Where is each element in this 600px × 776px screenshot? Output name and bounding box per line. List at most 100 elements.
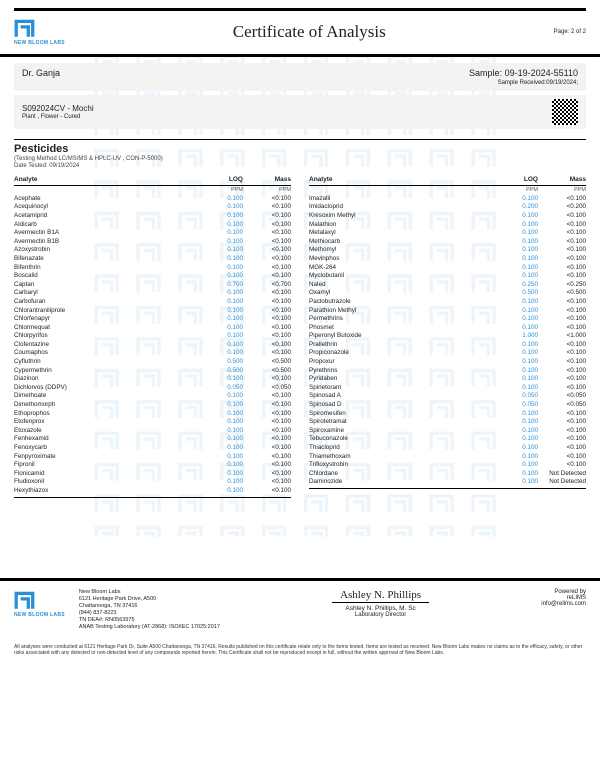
table-row: Carbaryl0.100<0.100 [14,289,291,298]
table-row: Cypermethrin0.500<0.500 [14,366,291,375]
table-row: MGK-2640.100<0.100 [309,263,586,272]
table-row: Chlorantraniliprole0.100<0.100 [14,306,291,315]
table-row: Bifenazate0.100<0.100 [14,254,291,263]
table-row: Daminozide0.100Not Detected [309,478,586,487]
table-row: Coumaphos0.100<0.100 [14,349,291,358]
table-row: Clofentazine0.100<0.100 [14,340,291,349]
table-row: Permethrins0.100<0.100 [309,314,586,323]
table-row: Dichlorvos (DDPV)0.050<0.050 [14,383,291,392]
signature: Ashley N. Phillips [332,589,429,603]
table-row: Spiromesifen0.100<0.100 [309,409,586,418]
logo-text: NEW BLOOM LABS [14,40,65,46]
table-row: Chlorpyrifos0.100<0.100 [14,332,291,341]
table-row: Paclobutrazole0.100<0.100 [309,297,586,306]
table-row: Malathion0.100<0.100 [309,220,586,229]
table-row: Phosmet0.100<0.100 [309,323,586,332]
table-row: Dimethoate0.100<0.100 [14,392,291,401]
table-row: Ethoprophos0.100<0.100 [14,409,291,418]
table-row: Propiconazole0.100<0.100 [309,349,586,358]
signatory-role: Laboratory Director [234,612,527,618]
table-row: Spiroxamine0.100<0.100 [309,426,586,435]
table-row: Fenpyroximate0.100<0.100 [14,452,291,461]
table-row: Acephate0.100<0.100 [14,194,291,203]
table-row: Chlorfenapyr0.100<0.100 [14,314,291,323]
table-row: Prallethrin0.100<0.100 [309,340,586,349]
pesticides-section: Pesticides (Testing Method LC/MS/MS & HP… [14,139,586,498]
table-row: Captan0.700<0.700 [14,280,291,289]
page-title: Certificate of Analysis [65,22,554,42]
section-title: Pesticides [14,143,586,155]
section-method: (Testing Method LC/MS/MS & HPLC-UV , CON… [14,156,586,162]
logo-icon [14,589,36,611]
header: NEW BLOOM LABS Certificate of Analysis P… [0,11,600,57]
client-bar: Dr. Ganja Sample: 09-19-2024-55110 Sampl… [14,63,586,91]
footer-address: New Bloom Labs6121 Heritage Park Drive, … [79,589,220,632]
powered-by: Powered by reLIMS info@relims.com [541,589,586,607]
table-row: Chlormequat0.100<0.100 [14,323,291,332]
table-row: Thiamethoxam0.100<0.100 [309,452,586,461]
table-row: Thiacloprid0.100<0.100 [309,443,586,452]
table-row: Hexythiazox0.100<0.100 [14,486,291,495]
table-row: Spinosad A0.050<0.050 [309,392,586,401]
table-row: Fipronil0.100<0.100 [14,460,291,469]
table-row: Methiocarb0.100<0.100 [309,237,586,246]
table-row: Flonicamid0.100<0.100 [14,469,291,478]
table-row: Methomyl0.100<0.100 [309,246,586,255]
signatory-name: Ashley N. Phillips, M. Sc [234,605,527,612]
disclaimer: All analyses were conducted at 6121 Heri… [14,644,586,657]
product-bar: S092024CV - Mochi Plant , Flower - Cured [14,95,586,129]
table-row: Propoxur0.100<0.100 [309,357,586,366]
table-row: Cyfluthrin0.500<0.500 [14,357,291,366]
product-type: Plant , Flower - Cured [22,114,94,120]
table-row: Bifenthrin0.100<0.100 [14,263,291,272]
footer: NEW BLOOM LABS New Bloom Labs6121 Herita… [0,578,600,638]
table-right: AnalyteLOQMass PPMPPM Imazalil0.100<0.10… [309,174,586,498]
table-row: Naled0.250<0.250 [309,280,586,289]
table-row: Chlordane0.100Not Detected [309,469,586,478]
table-row: Tebuconazole0.100<0.100 [309,435,586,444]
table-row: Azoxystrobin0.100<0.100 [14,246,291,255]
logo-icon [14,17,36,39]
table-row: Etoxazole0.100<0.100 [14,426,291,435]
sample-received: Sample Received:09/19/2024; [469,80,578,86]
table-row: Spirotetramat0.100<0.100 [309,417,586,426]
table-row: Spinetoram0.100<0.100 [309,383,586,392]
page-number: Page: 2 of 2 [554,29,586,35]
client-name: Dr. Ganja [22,68,60,78]
table-row: Imazalil0.100<0.100 [309,194,586,203]
table-row: Spinosad D0.050<0.050 [309,400,586,409]
table-row: Pyrethrins0.100<0.100 [309,366,586,375]
table-row: Etofenprox0.100<0.100 [14,417,291,426]
table-row: Boscalid0.100<0.100 [14,271,291,280]
sample-id: Sample: 09-19-2024-55110 [469,68,578,78]
table-row: Avermectin B1A0.100<0.100 [14,228,291,237]
table-row: Fenoxycarb0.100<0.100 [14,443,291,452]
signature-block: Ashley N. Phillips Ashley N. Phillips, M… [234,589,527,618]
table-row: Carbofuran0.100<0.100 [14,297,291,306]
table-row: Piperonyl Butoxide1.000<1.000 [309,332,586,341]
table-row: Parathion Methyl0.100<0.100 [309,306,586,315]
table-row: Fenhexamid0.100<0.100 [14,435,291,444]
table-row: Dimethomorph0.100<0.100 [14,400,291,409]
table-row: Diazinon0.100<0.100 [14,374,291,383]
table-row: Pyridaben0.100<0.100 [309,374,586,383]
table-row: Acetamiprid0.100<0.100 [14,211,291,220]
table-row: Metalaxyl0.100<0.100 [309,228,586,237]
table-row: Myclobutanil0.100<0.100 [309,271,586,280]
table-row: Acequinocyl0.100<0.100 [14,203,291,212]
results-tables: AnalyteLOQMass PPMPPM Acephate0.100<0.10… [14,174,586,498]
logo: NEW BLOOM LABS [14,17,65,46]
section-date: Date Tested: 09/19/2024 [14,163,586,169]
table-row: Imidacloprid0.200<0.200 [309,203,586,212]
table-row: Oxamyl0.500<0.500 [309,289,586,298]
table-row: Fludioxonil0.100<0.100 [14,478,291,487]
table-left: AnalyteLOQMass PPMPPM Acephate0.100<0.10… [14,174,291,498]
qr-code [552,99,578,125]
table-row: Trifloxystrobin0.100<0.100 [309,460,586,469]
product-code: S092024CV - Mochi [22,104,94,113]
table-row: Kresoxim Methyl0.100<0.100 [309,211,586,220]
table-row: Mevinphos0.100<0.100 [309,254,586,263]
footer-logo: NEW BLOOM LABS [14,589,65,618]
table-row: Aldicarb0.100<0.100 [14,220,291,229]
table-row: Avermectin B1B0.100<0.100 [14,237,291,246]
